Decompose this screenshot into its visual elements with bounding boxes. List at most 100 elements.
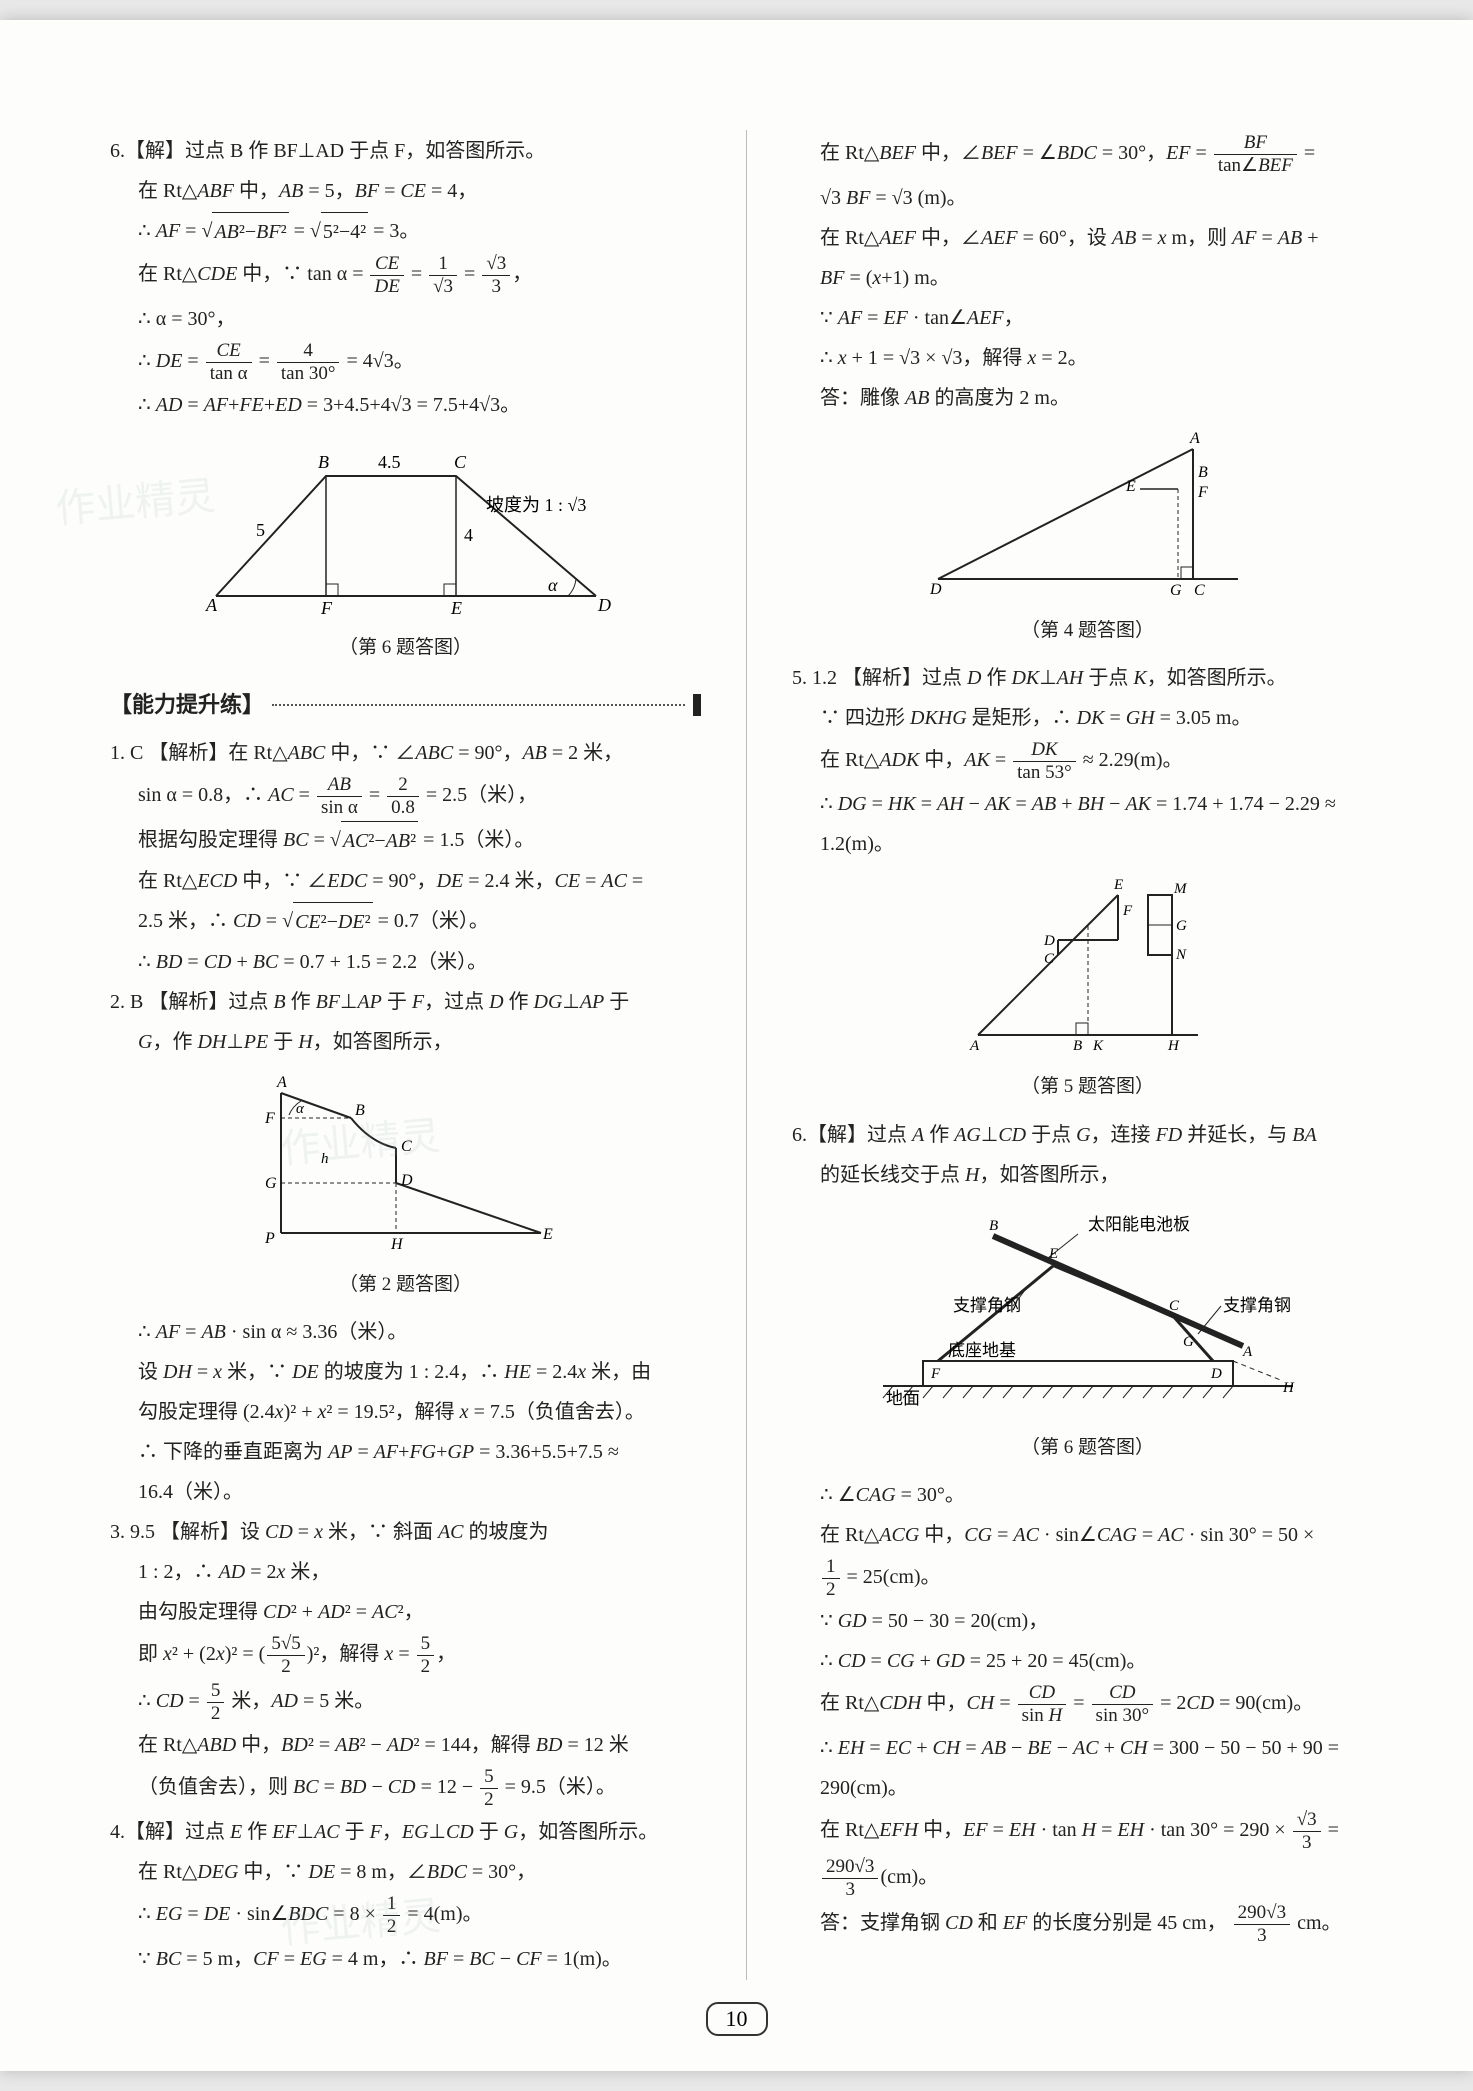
svg-text:C: C xyxy=(1044,951,1055,967)
svg-text:A: A xyxy=(1242,1344,1253,1360)
q6-figure: A B C D E F 4.5 5 4 α 坡度为 1 : √3 xyxy=(110,436,701,626)
q4-line: 在 Rt△DEG 中，∵ DE = 8 m，∠BDC = 30°， xyxy=(110,1853,701,1891)
q2-line: ∴ 下降的垂直距离为 AP = AF+FG+GP = 3.36+5.5+7.5 … xyxy=(110,1433,701,1471)
q6-figure-caption: （第 6 题答图） xyxy=(110,630,701,666)
svg-text:坡度为 1 : √3: 坡度为 1 : √3 xyxy=(486,495,586,515)
svg-text:G: G xyxy=(1176,918,1187,934)
q3-line: ∴ CD = 52 米，AD = 5 米。 xyxy=(110,1680,701,1725)
svg-text:h: h xyxy=(321,1151,329,1167)
svg-text:F: F xyxy=(264,1110,275,1127)
q5-line: ∵ 四边形 DKHG 是矩形，∴ DK = GH = 3.05 m。 xyxy=(792,699,1383,737)
q6r-line: 290√33(cm)。 xyxy=(792,1856,1383,1901)
svg-text:M: M xyxy=(1173,881,1188,897)
two-column-layout: 6.【解】过点 B 作 BF⊥AD 于点 F，如答图所示。 在 Rt△ABF 中… xyxy=(110,130,1383,1980)
svg-text:E: E xyxy=(450,598,462,618)
svg-text:A: A xyxy=(969,1038,980,1054)
q4-line: ∴ EG = DE · sin∠BDC = 8 × 12 = 4(m)。 xyxy=(110,1893,701,1938)
q5-line: ∴ DG = HK = AH − AK = AB + BH − AK = 1.7… xyxy=(792,785,1383,823)
svg-text:4: 4 xyxy=(464,525,473,545)
svg-text:α: α xyxy=(548,575,558,595)
page: 作业精灵 作业精灵 作业精灵 6.【解】过点 B 作 BF⊥AD 于点 F，如答… xyxy=(0,20,1473,2071)
svg-text:A: A xyxy=(205,595,218,615)
q1-line: 1. C 【解析】在 Rt△ABC 中，∵ ∠ABC = 90°，AB = 2 … xyxy=(110,734,701,772)
q6-line: 在 Rt△ABF 中，AB = 5，BF = CE = 4， xyxy=(110,172,701,210)
svg-text:B: B xyxy=(355,1102,365,1119)
q5-figure-caption: （第 5 题答图） xyxy=(792,1069,1383,1105)
svg-text:C: C xyxy=(1194,582,1205,599)
q6-line: 在 Rt△CDE 中，∵ tan α = CEDE = 1√3 = √33， xyxy=(110,253,701,298)
svg-text:B: B xyxy=(1198,464,1208,481)
q2-line: G，作 DH⊥PE 于 H，如答图所示， xyxy=(110,1023,701,1061)
q5-line: 1.2(m)。 xyxy=(792,825,1383,863)
q6-line: 6.【解】过点 B 作 BF⊥AD 于点 F，如答图所示。 xyxy=(110,132,701,170)
q3-line: （负值舍去），则 BC = BD − CD = 12 − 52 = 9.5（米）… xyxy=(110,1766,701,1811)
svg-text:G: G xyxy=(1170,582,1182,599)
q5-figure: A B K H E F D C M G N xyxy=(792,875,1383,1065)
svg-text:E: E xyxy=(1113,877,1123,893)
svg-text:C: C xyxy=(1169,1298,1180,1314)
right-column: 在 Rt△BEF 中，∠BEF = ∠BDC = 30°，EF = BFtan∠… xyxy=(792,130,1383,1980)
svg-text:D: D xyxy=(400,1172,413,1189)
q4r-line: ∴ x + 1 = √3 × √3，解得 x = 2。 xyxy=(792,339,1383,377)
column-divider xyxy=(746,130,747,1980)
q3-line: 由勾股定理得 CD² + AD² = AC²， xyxy=(110,1593,701,1631)
q3-line: 3. 9.5 【解析】设 CD = x 米，∵ 斜面 AC 的坡度为 xyxy=(110,1513,701,1551)
q6r-line: ∴ EH = EC + CH = AB − BE − AC + CH = 300… xyxy=(792,1729,1383,1767)
q2-line: 勾股定理得 (2.4x)² + x² = 19.5²，解得 x = 7.5（负值… xyxy=(110,1393,701,1431)
svg-text:支撑角钢: 支撑角钢 xyxy=(1223,1296,1291,1315)
q2-line: ∴ AF = AB · sin α ≈ 3.36（米）。 xyxy=(110,1313,701,1351)
q4r-line: BF = (x+1) m。 xyxy=(792,259,1383,297)
q2-line: 设 DH = x 米，∵ DE 的坡度为 1 : 2.4，∴ HE = 2.4x… xyxy=(110,1353,701,1391)
q1-line: sin α = 0.8，∴ AC = ABsin α = 20.8 = 2.5（… xyxy=(110,774,701,819)
q6-line: ∴ α = 30°， xyxy=(110,300,701,338)
q6r-line: ∴ CD = CG + GD = 25 + 20 = 45(cm)。 xyxy=(792,1642,1383,1680)
page-number: 10 xyxy=(706,2002,768,2036)
q6r-line: ∵ GD = 50 − 30 = 20(cm)， xyxy=(792,1602,1383,1640)
q6r-line: 在 Rt△CDH 中，CH = CDsin H = CDsin 30° = 2C… xyxy=(792,1682,1383,1727)
q5-line: 在 Rt△ADK 中，AK = DKtan 53° ≈ 2.29(m)。 xyxy=(792,739,1383,784)
svg-text:C: C xyxy=(454,452,467,472)
q6r-line: 的延长线交于点 H，如答图所示， xyxy=(792,1156,1383,1194)
q6r-line: 答：支撑角钢 CD 和 EF 的长度分别是 45 cm， 290√33 cm。 xyxy=(792,1902,1383,1947)
svg-text:H: H xyxy=(390,1236,404,1253)
q6-line: ∴ DE = CEtan α = 4tan 30° = 4√3。 xyxy=(110,340,701,385)
q2-line: 2. B 【解析】过点 B 作 BF⊥AP 于 F，过点 D 作 DG⊥AP 于 xyxy=(110,983,701,1021)
svg-text:G: G xyxy=(265,1175,277,1192)
q6r-line: 在 Rt△EFH 中，EF = EH · tan H = EH · tan 30… xyxy=(792,1809,1383,1854)
q3-line: 在 Rt△ABD 中，BD² = AB² − AD² = 144，解得 BD =… xyxy=(110,1726,701,1764)
q3-line: 即 x² + (2x)² = (5√52)²，解得 x = 52， xyxy=(110,1633,701,1678)
svg-text:K: K xyxy=(1092,1038,1104,1054)
q6r-figure: B E C G A H D F 太阳能电池板 支撑角钢 支撑角钢 底座地基 地面 xyxy=(792,1206,1383,1426)
svg-text:D: D xyxy=(1043,933,1055,949)
svg-text:B: B xyxy=(1073,1038,1082,1054)
q6r-line: 在 Rt△ACG 中，CG = AC · sin∠CAG = AC · sin … xyxy=(792,1516,1383,1554)
q4r-line: 在 Rt△BEF 中，∠BEF = ∠BDC = 30°，EF = BFtan∠… xyxy=(792,132,1383,177)
svg-text:H: H xyxy=(1167,1038,1180,1054)
dotted-rule xyxy=(272,704,685,706)
q4-figure: A B F E D G C xyxy=(792,429,1383,609)
svg-text:E: E xyxy=(542,1226,553,1243)
svg-text:支撑角钢: 支撑角钢 xyxy=(953,1296,1021,1315)
svg-text:A: A xyxy=(276,1074,287,1091)
svg-text:A: A xyxy=(1189,430,1200,447)
q6-line: ∴ AD = AF+FE+ED = 3+4.5+4√3 = 7.5+4√3。 xyxy=(110,386,701,424)
q2-line: 16.4（米）。 xyxy=(110,1473,701,1511)
svg-text:太阳能电池板: 太阳能电池板 xyxy=(1088,1215,1190,1234)
q4r-line: ∵ AF = EF · tan∠AEF， xyxy=(792,299,1383,337)
svg-text:B: B xyxy=(989,1218,998,1234)
svg-text:F: F xyxy=(320,598,333,618)
svg-text:5: 5 xyxy=(256,520,265,540)
section-header: 【能力提升练】 xyxy=(110,684,701,726)
q6r-line: 290(cm)。 xyxy=(792,1769,1383,1807)
q4-line: 4.【解】过点 E 作 EF⊥AC 于 F，EG⊥CD 于 G，如答图所示。 xyxy=(110,1813,701,1851)
svg-text:F: F xyxy=(1197,484,1208,501)
svg-text:D: D xyxy=(597,595,611,615)
q4r-line: 在 Rt△AEF 中，∠AEF = 60°，设 AB = x m，则 AF = … xyxy=(792,219,1383,257)
svg-text:N: N xyxy=(1175,947,1187,963)
q4r-line: 答：雕像 AB 的高度为 2 m。 xyxy=(792,379,1383,417)
svg-text:地面: 地面 xyxy=(886,1389,920,1408)
section-header-text: 【能力提升练】 xyxy=(110,684,264,726)
q6r-line: ∴ ∠CAG = 30°。 xyxy=(792,1476,1383,1514)
q6-line: ∴ AF = AB²−BF² = 5²−4² = 3。 xyxy=(110,212,701,251)
q2-figure-caption: （第 2 题答图） xyxy=(110,1267,701,1303)
